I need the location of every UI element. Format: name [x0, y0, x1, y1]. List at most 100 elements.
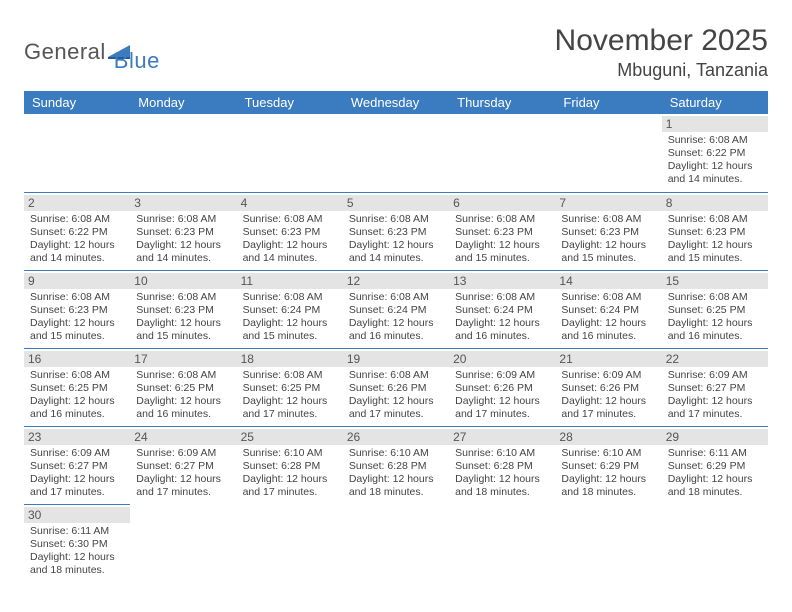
calendar-day-cell: 27Sunrise: 6:10 AMSunset: 6:28 PMDayligh… [449, 426, 555, 504]
day-info: Sunrise: 6:10 AMSunset: 6:28 PMDaylight:… [349, 447, 443, 500]
sunset-line: Sunset: 6:27 PM [30, 460, 124, 473]
sunrise-line: Sunrise: 6:08 AM [30, 213, 124, 226]
day-info: Sunrise: 6:08 AMSunset: 6:24 PMDaylight:… [561, 291, 655, 344]
sunrise-line: Sunrise: 6:10 AM [243, 447, 337, 460]
daylight-line: Daylight: 12 hours and 17 minutes. [243, 473, 337, 499]
daylight-line: Daylight: 12 hours and 18 minutes. [455, 473, 549, 499]
month-title: November 2025 [555, 24, 768, 58]
sunset-line: Sunset: 6:23 PM [136, 304, 230, 317]
daylight-line: Daylight: 12 hours and 15 minutes. [668, 239, 762, 265]
calendar-day-cell: 30Sunrise: 6:11 AMSunset: 6:30 PMDayligh… [24, 504, 130, 582]
sunrise-line: Sunrise: 6:08 AM [136, 291, 230, 304]
weekday-header: Saturday [662, 91, 768, 114]
day-info: Sunrise: 6:08 AMSunset: 6:23 PMDaylight:… [561, 213, 655, 266]
calendar-day-cell [343, 504, 449, 582]
calendar-day-cell: 28Sunrise: 6:10 AMSunset: 6:29 PMDayligh… [555, 426, 661, 504]
sunrise-line: Sunrise: 6:08 AM [30, 369, 124, 382]
calendar-day-cell: 25Sunrise: 6:10 AMSunset: 6:28 PMDayligh… [237, 426, 343, 504]
day-info: Sunrise: 6:11 AMSunset: 6:30 PMDaylight:… [30, 525, 124, 578]
day-number: 6 [449, 195, 555, 211]
day-number: 15 [662, 273, 768, 289]
weekday-header: Wednesday [343, 91, 449, 114]
day-number: 13 [449, 273, 555, 289]
calendar-week-row: 16Sunrise: 6:08 AMSunset: 6:25 PMDayligh… [24, 348, 768, 426]
calendar-day-cell [237, 114, 343, 192]
sunrise-line: Sunrise: 6:09 AM [136, 447, 230, 460]
day-info: Sunrise: 6:08 AMSunset: 6:23 PMDaylight:… [349, 213, 443, 266]
day-number: 7 [555, 195, 661, 211]
calendar-day-cell: 14Sunrise: 6:08 AMSunset: 6:24 PMDayligh… [555, 270, 661, 348]
calendar-day-cell: 7 Sunrise: 6:08 AMSunset: 6:23 PMDaylight… [555, 192, 661, 270]
sunset-line: Sunset: 6:27 PM [668, 382, 762, 395]
sunset-line: Sunset: 6:24 PM [243, 304, 337, 317]
calendar-day-cell [662, 504, 768, 582]
day-info: Sunrise: 6:08 AMSunset: 6:26 PMDaylight:… [349, 369, 443, 422]
calendar-week-row: 9Sunrise: 6:08 AMSunset: 6:23 PMDaylight… [24, 270, 768, 348]
sunrise-line: Sunrise: 6:08 AM [243, 291, 337, 304]
day-number: 21 [555, 351, 661, 367]
daylight-line: Daylight: 12 hours and 14 minutes. [668, 160, 762, 186]
day-info: Sunrise: 6:08 AMSunset: 6:25 PMDaylight:… [243, 369, 337, 422]
day-info: Sunrise: 6:11 AMSunset: 6:29 PMDaylight:… [668, 447, 762, 500]
day-number: 2 [24, 195, 130, 211]
daylight-line: Daylight: 12 hours and 18 minutes. [30, 551, 124, 577]
sunrise-line: Sunrise: 6:08 AM [668, 213, 762, 226]
logo-text-blue: Blue [114, 48, 160, 74]
sunrise-line: Sunrise: 6:08 AM [455, 213, 549, 226]
sunset-line: Sunset: 6:25 PM [668, 304, 762, 317]
day-number: 16 [24, 351, 130, 367]
day-info: Sunrise: 6:08 AMSunset: 6:25 PMDaylight:… [30, 369, 124, 422]
calendar-body: 1Sunrise: 6:08 AMSunset: 6:22 PMDaylight… [24, 114, 768, 582]
calendar-week-row: 30Sunrise: 6:11 AMSunset: 6:30 PMDayligh… [24, 504, 768, 582]
day-info: Sunrise: 6:08 AMSunset: 6:24 PMDaylight:… [243, 291, 337, 344]
calendar-week-row: 23Sunrise: 6:09 AMSunset: 6:27 PMDayligh… [24, 426, 768, 504]
sunset-line: Sunset: 6:25 PM [243, 382, 337, 395]
calendar-day-cell [237, 504, 343, 582]
calendar-day-cell [555, 504, 661, 582]
sunset-line: Sunset: 6:25 PM [136, 382, 230, 395]
title-block: November 2025 Mbuguni, Tanzania [555, 24, 768, 81]
weekday-header: Tuesday [237, 91, 343, 114]
calendar-day-cell [130, 504, 236, 582]
logo-text-general: General [24, 39, 106, 65]
calendar-day-cell: 16 Sunrise: 6:08 AMSunset: 6:25 PMDayligh… [24, 348, 130, 426]
sunrise-line: Sunrise: 6:10 AM [349, 447, 443, 460]
calendar-day-cell [449, 114, 555, 192]
sunrise-line: Sunrise: 6:08 AM [243, 213, 337, 226]
sunrise-line: Sunrise: 6:08 AM [561, 291, 655, 304]
calendar-day-cell: 4Sunrise: 6:08 AMSunset: 6:23 PMDaylight… [237, 192, 343, 270]
daylight-line: Daylight: 12 hours and 16 minutes. [455, 317, 549, 343]
daylight-line: Daylight: 12 hours and 17 minutes. [668, 395, 762, 421]
day-info: Sunrise: 6:10 AMSunset: 6:29 PMDaylight:… [561, 447, 655, 500]
weekday-header: Monday [130, 91, 236, 114]
day-info: Sunrise: 6:08 AMSunset: 6:23 PMDaylight:… [455, 213, 549, 266]
sunrise-line: Sunrise: 6:08 AM [349, 213, 443, 226]
sunset-line: Sunset: 6:25 PM [30, 382, 124, 395]
daylight-line: Daylight: 12 hours and 16 minutes. [349, 317, 443, 343]
calendar-day-cell: 17Sunrise: 6:08 AMSunset: 6:25 PMDayligh… [130, 348, 236, 426]
calendar-day-cell [24, 114, 130, 192]
calendar-day-cell: 11Sunrise: 6:08 AMSunset: 6:24 PMDayligh… [237, 270, 343, 348]
sunset-line: Sunset: 6:27 PM [136, 460, 230, 473]
daylight-line: Daylight: 12 hours and 17 minutes. [455, 395, 549, 421]
calendar-day-cell: 5 Sunrise: 6:08 AMSunset: 6:23 PMDaylight… [343, 192, 449, 270]
sunrise-line: Sunrise: 6:08 AM [136, 369, 230, 382]
sunset-line: Sunset: 6:28 PM [455, 460, 549, 473]
daylight-line: Daylight: 12 hours and 15 minutes. [30, 317, 124, 343]
calendar-week-row: 1Sunrise: 6:08 AMSunset: 6:22 PMDaylight… [24, 114, 768, 192]
daylight-line: Daylight: 12 hours and 14 minutes. [243, 239, 337, 265]
location: Mbuguni, Tanzania [555, 60, 768, 81]
daylight-line: Daylight: 12 hours and 18 minutes. [349, 473, 443, 499]
day-number: 12 [343, 273, 449, 289]
calendar-day-cell: 12Sunrise: 6:08 AMSunset: 6:24 PMDayligh… [343, 270, 449, 348]
sunset-line: Sunset: 6:24 PM [561, 304, 655, 317]
daylight-line: Daylight: 12 hours and 16 minutes. [668, 317, 762, 343]
calendar-day-cell: 22Sunrise: 6:09 AMSunset: 6:27 PMDayligh… [662, 348, 768, 426]
day-number: 26 [343, 429, 449, 445]
day-number: 25 [237, 429, 343, 445]
daylight-line: Daylight: 12 hours and 15 minutes. [243, 317, 337, 343]
day-number: 5 [343, 195, 449, 211]
day-info: Sunrise: 6:09 AMSunset: 6:27 PMDaylight:… [136, 447, 230, 500]
day-info: Sunrise: 6:08 AMSunset: 6:23 PMDaylight:… [136, 213, 230, 266]
daylight-line: Daylight: 12 hours and 14 minutes. [136, 239, 230, 265]
